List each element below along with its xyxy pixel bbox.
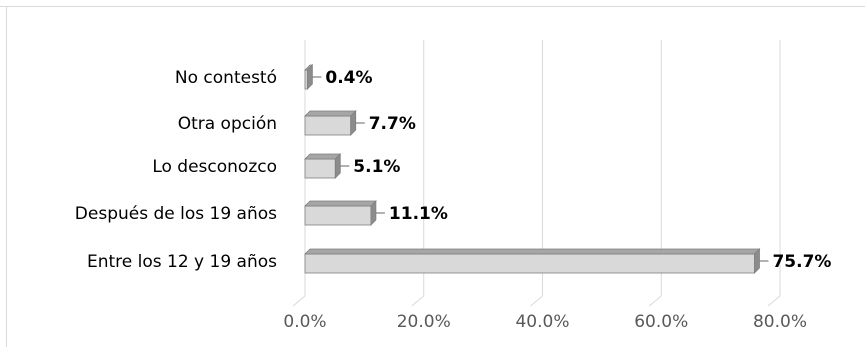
bar xyxy=(304,205,372,226)
bar-end-face xyxy=(334,153,341,179)
gridline-floor xyxy=(411,295,425,307)
category-label: No contestó xyxy=(175,68,277,88)
value-label: 11.1% xyxy=(389,204,448,224)
bar-end-face xyxy=(350,110,357,136)
value-label: 0.4% xyxy=(325,68,372,88)
bar-end-face xyxy=(306,64,313,90)
category-label: Entre los 12 y 19 años xyxy=(87,252,277,272)
bar xyxy=(304,253,755,274)
labels: 0.0% 20.0% 40.0% 60.0% 80.0% 0.4% No contestó 7… xyxy=(75,68,832,332)
category-label: Después de los 19 años xyxy=(75,204,277,224)
x-tick-label: 80.0% xyxy=(753,312,807,332)
gridline-floor xyxy=(648,295,662,307)
gridline-floor xyxy=(767,295,781,307)
bar-end-face xyxy=(754,248,760,274)
bar-top-face xyxy=(304,248,761,255)
bar-top-face xyxy=(304,153,342,160)
x-tick-label: 60.0% xyxy=(634,312,688,332)
bar-top-face xyxy=(304,200,377,207)
bar-end-face xyxy=(370,200,377,226)
bars xyxy=(304,64,761,274)
x-tick-label: 20.0% xyxy=(397,312,451,332)
bar xyxy=(304,158,336,179)
x-tick-label: 0.0% xyxy=(283,312,326,332)
value-label: 7.7% xyxy=(369,114,416,134)
gridline-floor xyxy=(292,295,306,307)
bar xyxy=(304,115,352,136)
value-label: 75.7% xyxy=(772,252,831,272)
gridline-floor xyxy=(530,295,543,307)
bar-top-face xyxy=(304,110,357,117)
x-tick-label: 40.0% xyxy=(515,312,569,332)
category-label: Otra opción xyxy=(178,114,277,134)
category-label: Lo desconozco xyxy=(152,157,277,177)
value-label: 5.1% xyxy=(353,157,400,177)
